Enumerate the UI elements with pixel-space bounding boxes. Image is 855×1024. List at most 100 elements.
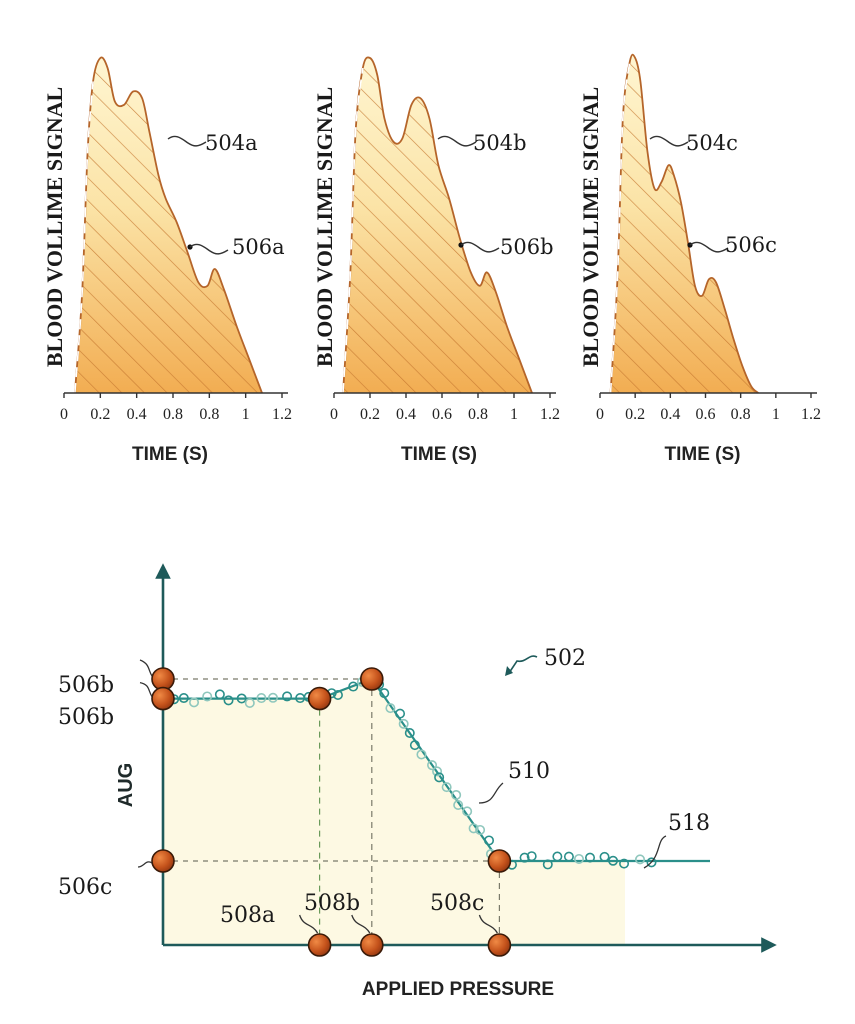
leader-508b: [351, 914, 371, 934]
x-tick-label: 0.8: [199, 406, 219, 423]
leader-510: [478, 782, 504, 804]
label-506c: 506c: [58, 875, 112, 900]
sample-point: [475, 824, 486, 835]
waveform-rising-edge: [609, 61, 631, 394]
x-tick-label: 0.4: [396, 406, 416, 423]
sample-point: [244, 697, 255, 708]
sample-point: [223, 695, 234, 706]
waveform-hatch: [343, 57, 532, 394]
sample-point: [379, 688, 390, 699]
leader-518: [643, 835, 667, 869]
sample-point: [573, 853, 584, 864]
x-tick-label: 0.8: [731, 406, 751, 423]
sample-point: [282, 691, 293, 702]
leader-506b-lower: [139, 681, 153, 697]
x-tick-label: 0: [596, 406, 604, 423]
marker-curve-knee: [307, 686, 332, 711]
y-axis-title: BLOOD VOLLIME SIGNAL: [312, 87, 337, 367]
waveform-hatch: [74, 57, 263, 393]
marker-506c: [151, 849, 175, 873]
sample-point: [236, 693, 247, 704]
x-axis-title: TIME (S): [401, 444, 477, 465]
x-tick-label: 1.2: [801, 406, 821, 423]
label-508a: 508a: [220, 903, 275, 928]
waveform-panel-504a: 0 0.2 0.4 0.8 0.8 1 1.2 TIME (S) BLOOD VOLLIME S…: [42, 56, 292, 465]
label-508b: 508b: [304, 891, 360, 916]
sample-point: [395, 708, 406, 719]
arrow-502: [508, 655, 538, 674]
sample-point: [434, 772, 445, 783]
sample-point: [398, 718, 409, 729]
x-tick-label: 0.2: [90, 406, 110, 423]
leader-line-504: [437, 135, 477, 147]
x-axis-title: TIME (S): [665, 444, 741, 465]
x-tick-label: 0.4: [127, 406, 147, 423]
aug-vs-pressure-chart: 506b 506b 506c 508a 508b 508c 502 510 518 AUG APPL…: [58, 563, 777, 1000]
area-under-curve: [163, 679, 685, 945]
reference-label-504: 504a: [205, 131, 258, 155]
sample-point: [214, 689, 225, 700]
x-tick-label: 1.2: [272, 406, 292, 423]
sample-point: [468, 823, 479, 834]
label-502: 502: [544, 646, 586, 671]
leader-508a: [298, 914, 319, 934]
x-axis-title: APPLIED PRESSURE: [362, 979, 554, 1000]
sample-point: [385, 703, 396, 714]
x-tick-label: 0.2: [625, 406, 645, 423]
waveform-panel-504c: 0 0.2 0.4 0.6 0.8 1 1.2 TIME (S) BLOOD VOLLIME S…: [578, 53, 821, 465]
reference-label-504: 504c: [686, 131, 738, 155]
leader-506c: [137, 861, 153, 868]
sample-point: [526, 851, 537, 862]
label-506b-upper: 506b: [58, 673, 114, 698]
leader-line-504: [649, 135, 689, 147]
label-518: 518: [668, 811, 710, 836]
sample-point: [332, 690, 343, 701]
sample-point: [202, 691, 213, 702]
reference-label-506: 506c: [725, 233, 777, 257]
sample-point: [178, 693, 189, 704]
sample-point: [484, 835, 495, 846]
sample-point: [635, 854, 646, 865]
waveform-rising-edge: [74, 81, 94, 394]
sample-point: [256, 693, 267, 704]
sample-point: [608, 855, 619, 866]
x-tick-label: 0.8: [163, 406, 183, 423]
sample-point: [409, 740, 420, 751]
marker-curve-peak: [359, 667, 384, 691]
sample-point: [416, 749, 427, 760]
sample-point: [519, 852, 530, 863]
sample-point: [451, 789, 462, 800]
leader-506b-upper: [139, 659, 153, 677]
marker-508c: [487, 933, 512, 957]
sample-point: [453, 799, 464, 810]
x-tick-label: 1: [242, 406, 250, 423]
sample-point: [563, 851, 574, 862]
waveform-panel-504b: 0 0.2 0.4 0.6 0.8 1 1.2 TIME (S) BLOOD VOLLIME S…: [312, 56, 560, 465]
sample-point: [189, 697, 200, 708]
x-tick-label: 1.2: [540, 406, 560, 423]
sample-point: [462, 806, 473, 817]
y-axis-title: BLOOD VOLLIME SIGNAL: [42, 87, 67, 367]
sample-point: [432, 766, 443, 777]
x-tick-label: 0: [330, 406, 338, 423]
sample-point: [542, 859, 553, 870]
sample-point: [646, 857, 657, 868]
label-510: 510: [508, 759, 550, 784]
label-508c: 508c: [430, 891, 484, 916]
reference-label-506: 506b: [500, 235, 554, 259]
label-506b-lower: 506b: [58, 705, 114, 730]
sample-point: [441, 782, 452, 793]
x-tick-label: 1: [510, 406, 518, 423]
y-axis-title: BLOOD VOLLIME SIGNAL: [578, 87, 603, 367]
sample-point: [267, 692, 278, 703]
x-tick-label: 1: [772, 406, 780, 423]
sample-point: [599, 851, 610, 862]
marker-506b-lower: [151, 686, 175, 711]
x-axis-title: TIME (S): [132, 444, 208, 465]
leader-line-504: [167, 135, 207, 147]
y-axis-title: AUG: [115, 763, 137, 807]
waveform-line: [609, 53, 759, 394]
waveform-rising-edge: [342, 67, 364, 394]
x-tick-label: 0.6: [696, 406, 716, 423]
waveform-line: [342, 56, 533, 394]
